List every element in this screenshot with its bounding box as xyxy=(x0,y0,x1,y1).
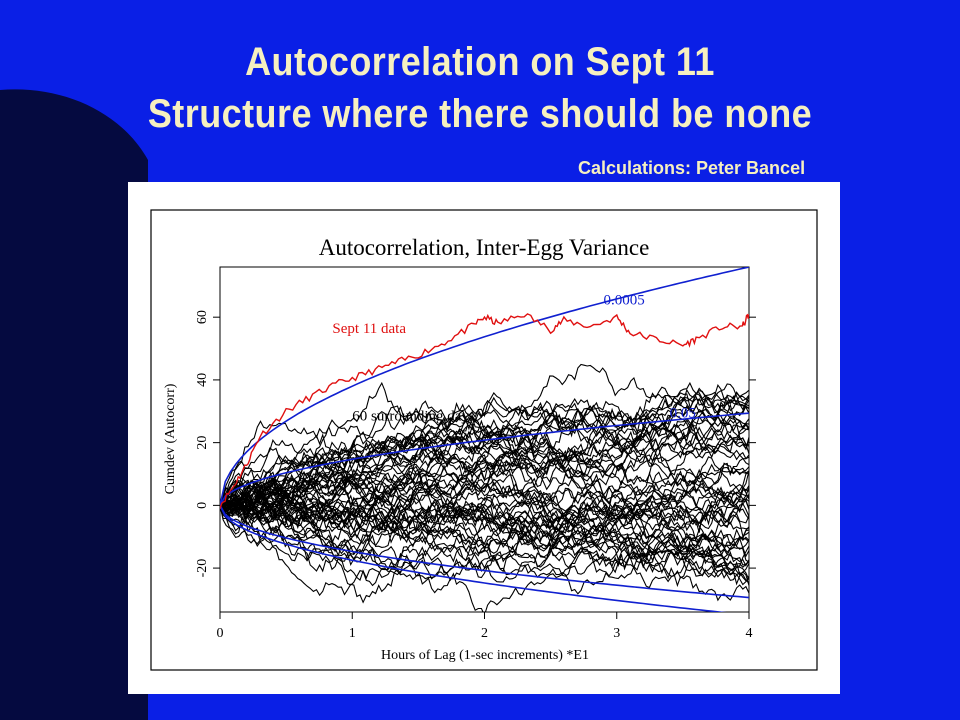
significance-envelope xyxy=(220,505,727,612)
chart-annotation: 0.0005 xyxy=(604,293,645,309)
significance-envelope xyxy=(220,505,749,599)
surrounding-day-line xyxy=(220,417,749,506)
chart-annotation: 0.05 xyxy=(670,406,696,422)
chart-title: Autocorrelation, Inter-Egg Variance xyxy=(319,235,650,260)
surrounding-day-line xyxy=(220,425,749,506)
autocorrelation-chart: Autocorrelation, Inter-Egg Variance 0 1 2 3… xyxy=(150,209,818,671)
surrounding-day-line xyxy=(220,389,749,506)
chart-annotation: 60 surrounding days xyxy=(352,409,475,425)
y-tick-label: 20 xyxy=(195,436,210,450)
annotation-layer: Sept 11 data 0.0005 60 surrounding days 0.0… xyxy=(332,293,695,425)
surrounding-day-line xyxy=(220,399,749,518)
surrounding-day-line xyxy=(220,468,749,537)
surrounding-day-line xyxy=(220,505,749,574)
slide-title-line-2: Structure where there should be none xyxy=(147,92,813,136)
series-layer xyxy=(220,267,749,612)
x-tick-label: 4 xyxy=(746,626,753,641)
surrounding-day-line xyxy=(220,381,749,506)
surrounding-day-line xyxy=(220,387,749,515)
significance-envelope xyxy=(220,412,749,506)
surrounding-day-line xyxy=(220,454,749,529)
surrounding-day-line xyxy=(220,503,749,594)
surrounding-day-line xyxy=(220,363,749,522)
surrounding-day-line xyxy=(220,495,749,586)
surrounding-day-line xyxy=(220,472,749,574)
surrounding-day-line xyxy=(220,447,749,536)
axes-layer: 0 1 2 3 4 -20 0 20 40 60 xyxy=(195,310,756,641)
credit-text: Calculations: Peter Bancel xyxy=(578,158,806,178)
y-axis-label: Cumdev (Autocorr) xyxy=(163,383,178,494)
x-tick-label: 0 xyxy=(217,626,224,641)
chart-frame xyxy=(150,209,818,671)
surrounding-day-line xyxy=(220,490,749,571)
y-tick-label: 0 xyxy=(195,502,210,509)
surrounding-day-line xyxy=(220,405,749,510)
significance-envelope xyxy=(220,267,749,506)
surrounding-day-line xyxy=(220,453,749,521)
surrounding-day-line xyxy=(220,496,749,554)
surrounding-day-line xyxy=(220,383,749,517)
chart-annotation: Sept 11 data xyxy=(332,321,406,337)
y-tick-label: 60 xyxy=(195,310,210,324)
chart-panel: Autocorrelation, Inter-Egg Variance 0 1 2 3… xyxy=(128,182,840,694)
x-tick-label: 1 xyxy=(349,626,356,641)
surrounding-day-line xyxy=(220,399,749,534)
y-tick-label: 40 xyxy=(195,373,210,387)
sept11-data-line xyxy=(220,313,749,510)
surrounding-day-line xyxy=(220,388,749,521)
surrounding-day-line xyxy=(220,468,749,553)
y-tick-label: -20 xyxy=(195,559,210,578)
slide-title-line-1: Autocorrelation on Sept 11 xyxy=(245,40,715,84)
x-tick-label: 2 xyxy=(481,626,488,641)
x-axis-label: Hours of Lag (1-sec increments) *E1 xyxy=(381,648,589,663)
surrounding-day-line xyxy=(220,384,749,529)
x-tick-label: 3 xyxy=(613,626,620,641)
